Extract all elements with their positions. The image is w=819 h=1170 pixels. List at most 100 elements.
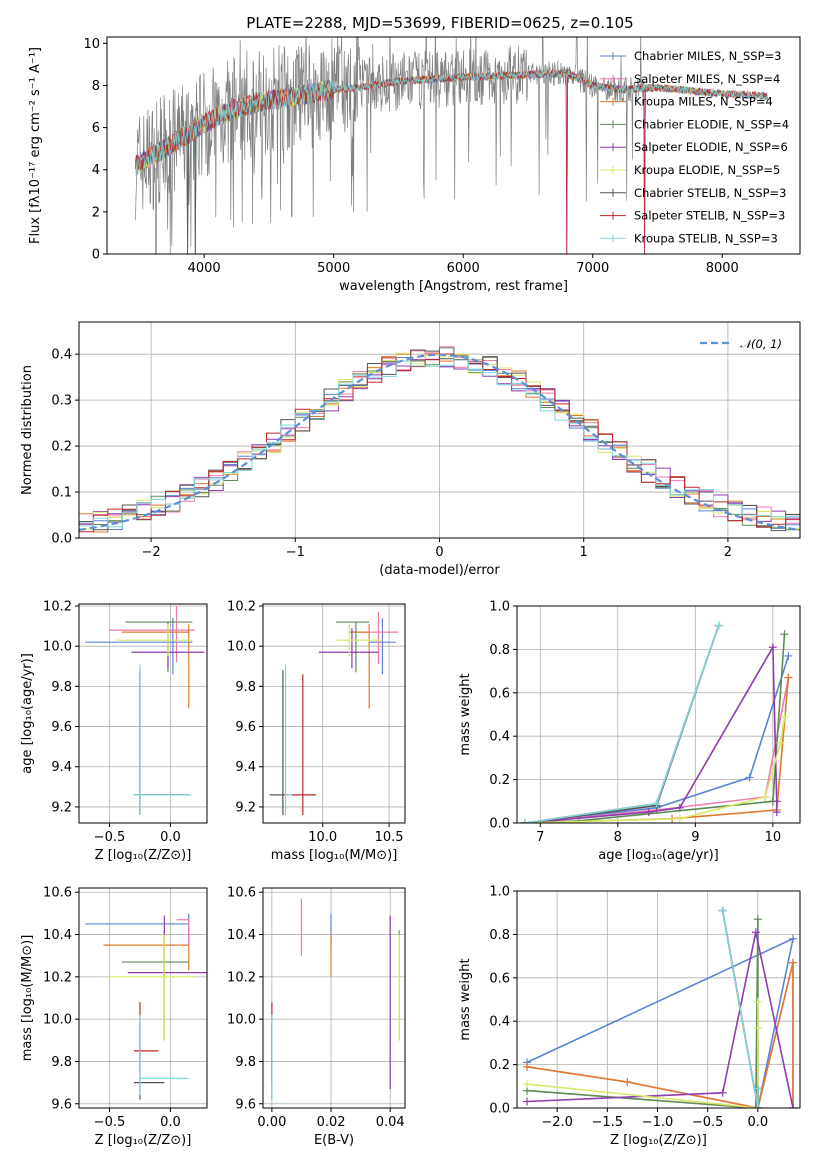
mass_vs_ebv-ytick-label: 10.4	[227, 928, 256, 943]
residuals-ytick-label: 0.2	[51, 440, 72, 455]
massweight_vs_age-frame	[516, 605, 801, 824]
spectrum-xtick-label: 5000	[317, 261, 350, 276]
age_vs_Z-xtick-label: 0.0	[160, 830, 181, 845]
mass_vs_Z-ytick-label: 10.4	[43, 928, 72, 943]
massweight_vs_age-line-chabrier_elodie	[524, 634, 786, 823]
massweight_vs_Z-line-kroupa_elodie	[526, 1001, 759, 1108]
massweight_vs_age-ylabel: mass weight	[458, 673, 473, 755]
massweight_vs_age-ytick-label: 0.6	[489, 686, 510, 701]
massweight_vs_age-line-salpeter_elodie	[524, 644, 778, 823]
massweight_vs_Z-ytick-label: 0.4	[489, 1015, 510, 1030]
spectrum-xlabel: wavelength [Angstrom, rest frame]	[339, 279, 568, 294]
residuals-xtick-label: −2	[142, 545, 161, 560]
residuals-hist-kroupa_stelib	[79, 355, 800, 528]
residuals-ytick-label: 0.1	[51, 486, 72, 501]
mass_vs_Z-axes: −0.5 0.0 9.6 9.8 10.0 10.2 10.4 10.6 Z [log₁₀(Z/…	[20, 886, 207, 1148]
spectrum-ytick-label: 0	[92, 248, 100, 263]
age_vs_mass-xtick-label: 10.0	[308, 830, 337, 845]
age_vs_Z-plot-area	[85, 606, 205, 815]
spectrum-plot-area	[135, 37, 768, 254]
mass_vs_ebv-ytick-label: 10.0	[227, 1013, 256, 1028]
legend-label: Salpeter ELODIE, N_SSP=6	[634, 140, 788, 154]
massweight_vs_age-xtick-label: 7	[536, 830, 544, 845]
residuals-xtick-label: −1	[286, 545, 305, 560]
massweight_vs_Z-line-salpeter_miles	[526, 962, 794, 1108]
massweight_vs_Z-xtick-label: −1.0	[642, 1115, 674, 1130]
mass_vs_ebv-axes: 0.00 0.02 0.04 9.6 9.8 10.0 10.2 10.4 10.6 E(B-V)	[227, 886, 405, 1148]
mass_vs_ebv-xtick-label: 0.00	[257, 1115, 286, 1130]
massweight_vs_age-ytick-label: 0.2	[489, 773, 510, 788]
spectrum-xtick-label: 6000	[447, 261, 480, 276]
mass_vs_Z-ytick-label: 10.2	[43, 970, 72, 985]
residuals-frame	[78, 321, 801, 539]
massweight_vs_age-axes: 7 8 9 10 0.0 0.2 0.4 0.6 0.8 1.0 age [log₁₀(age/yr…	[458, 600, 800, 863]
massweight_vs_Z-frame	[516, 890, 801, 1109]
age_vs_mass-ytick-label: 9.8	[235, 680, 256, 695]
mass_vs_ebv-ytick-label: 9.8	[235, 1055, 256, 1070]
massweight_vs_Z-ytick-label: 0.0	[489, 1102, 510, 1117]
age_vs_mass-ytick-label: 10.2	[227, 600, 256, 615]
age_vs_mass-axes: 10.0 10.5 9.2 9.4 9.6 9.8 10.0 10.2 mass [log₁₀(…	[227, 600, 405, 863]
legend-label: Chabrier STELIB, N_SSP=3	[634, 186, 786, 200]
residuals-legend-label: 𝒩(0, 1)	[740, 337, 782, 351]
legend-label: Kroupa MILES, N_SSP=4	[634, 95, 773, 109]
mass_vs_Z-ytick-label: 10.6	[43, 886, 72, 901]
age_vs_Z-ytick-label: 9.8	[51, 680, 72, 695]
age_vs_mass-plot-area	[269, 612, 399, 815]
massweight_vs_Z-line-kroupa_stelib	[721, 910, 759, 1108]
residuals-axes: −2 −1 0 1 2 0.0 0.1 0.2 0.3 0.4 (data-model)/error…	[20, 322, 800, 578]
mass_vs_Z-xlabel: Z [log₁₀(Z/Z⊙)]	[95, 1133, 192, 1148]
residuals-plot-area	[79, 346, 800, 533]
massweight_vs_Z-ytick-label: 1.0	[489, 885, 510, 900]
massweight_vs_Z-ytick-label: 0.8	[489, 928, 510, 943]
residuals-xtick-label: 2	[724, 545, 732, 560]
spectrum-ytick-label: 4	[92, 163, 100, 178]
age_vs_Z-frame	[78, 603, 208, 824]
spectrum-model-line	[135, 68, 768, 176]
massweight_vs_Z-ytick-label: 0.2	[489, 1058, 510, 1073]
massweight_vs_Z-plot-area	[523, 906, 797, 1108]
massweight_vs_age-line-chabrier_miles	[524, 655, 790, 823]
massweight_vs_age-line-salpeter_stelib	[524, 625, 720, 823]
residuals-hist-salpeter_stelib	[79, 353, 800, 533]
massweight_vs_age-xtick-label: 10	[765, 830, 782, 845]
massweight_vs_age-xtick-label: 8	[614, 830, 622, 845]
mass_vs_Z-ylabel: mass [log₁₀(M/M⊙)]	[20, 935, 35, 1062]
massweight_vs_age-xlabel: age [log₁₀(age/yr)]	[598, 848, 719, 863]
legend-label: Salpeter STELIB, N_SSP=3	[634, 209, 785, 223]
mass_vs_ebv-xtick-label: 0.04	[376, 1115, 405, 1130]
massweight_vs_Z-xtick-label: 0.0	[748, 1115, 769, 1130]
massweight_vs_age-line-chabrier_stelib	[524, 625, 720, 823]
spectrum-ytick-label: 8	[92, 79, 100, 94]
spectrum-ylabel: Flux [fλ10⁻¹⁷ erg cm⁻² s⁻¹ A⁻¹]	[28, 47, 43, 244]
age_vs_Z-ytick-label: 9.4	[51, 760, 72, 775]
massweight_vs_Z-xtick-label: −1.5	[592, 1115, 624, 1130]
residuals-gaussian-curve	[79, 353, 800, 531]
age_vs_Z-ytick-label: 10.2	[43, 600, 72, 615]
residuals-xtick-label: 0	[435, 545, 443, 560]
legend-label: Kroupa STELIB, N_SSP=3	[634, 231, 778, 245]
age_vs_Z-ylabel: age [log₁₀(age/yr)]	[20, 653, 35, 774]
age_vs_Z-ytick-label: 9.6	[51, 720, 72, 735]
massweight_vs_Z-line-chabrier_elodie	[526, 919, 759, 1108]
mass_vs_ebv-ytick-label: 9.6	[235, 1097, 256, 1112]
mass_vs_Z-ytick-label: 9.6	[51, 1097, 72, 1112]
massweight_vs_Z-line-kroupa_miles	[526, 962, 794, 1108]
mass_vs_Z-xtick-label: −0.5	[94, 1115, 126, 1130]
spectrum-axes: 4000 5000 6000 7000 8000 0 2 4 6 8 10 wavelength [A…	[28, 37, 739, 294]
mass_vs_ebv-xtick-label: 0.02	[317, 1115, 346, 1130]
spectrum-ytick-label: 10	[83, 37, 100, 52]
legend-label: Chabrier ELODIE, N_SSP=4	[634, 117, 789, 131]
massweight_vs_Z-line-salpeter_elodie	[526, 932, 794, 1108]
mass_vs_ebv-ytick-label: 10.2	[227, 970, 256, 985]
massweight_vs_age-ytick-label: 1.0	[489, 600, 510, 615]
spectrum-legend: Chabrier MILES, N_SSP=3 Salpeter MILES, N…	[600, 49, 789, 245]
age_vs_Z-xtick-label: −0.5	[94, 830, 126, 845]
mass_vs_ebv-plot-area	[271, 898, 400, 1100]
age_vs_mass-ytick-label: 9.6	[235, 720, 256, 735]
mass_vs_Z-plot-area	[85, 913, 207, 1100]
spectrum-xtick-label: 7000	[576, 261, 609, 276]
age_vs_mass-xlabel: mass [log₁₀(M/M⊙)]	[271, 848, 398, 863]
massweight_vs_age-ytick-label: 0.4	[489, 730, 510, 745]
